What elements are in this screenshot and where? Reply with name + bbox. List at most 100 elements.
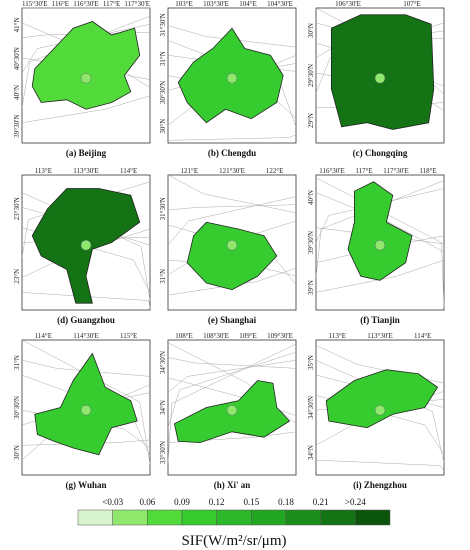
district-boundary: [167, 174, 297, 214]
longitude-label: 113°30'E: [73, 167, 99, 175]
longitude-label: 117°30'E: [383, 167, 409, 175]
longitude-label: 115°30'E: [22, 0, 48, 8]
latitude-label: 31°N: [13, 355, 21, 370]
district-boundary: [21, 23, 151, 73]
latitude-label: 31°N: [159, 269, 167, 284]
district-boundary: [21, 95, 151, 123]
urban-core: [80, 239, 92, 251]
district-boundary: [21, 439, 151, 446]
panel-caption: (g) Wuhan: [66, 480, 107, 490]
longitude-label: 113°E: [35, 167, 52, 175]
longitude-label: 114°E: [120, 167, 137, 175]
legend-label: 0.06: [139, 497, 155, 507]
district-boundary: [315, 188, 445, 243]
legend-swatch: [251, 509, 287, 526]
legend-label: <0.03: [102, 497, 123, 507]
urban-core: [226, 239, 238, 251]
urban-core: [374, 72, 386, 84]
latitude-label: 31°30'N: [159, 197, 167, 220]
latitude-label: 30°30'N: [13, 396, 21, 419]
city-sif-area: [330, 14, 435, 130]
legend-swatch: [216, 509, 252, 526]
longitude-label: 103°30'E: [203, 0, 229, 8]
latitude-label: 39°30'N: [13, 115, 21, 138]
city-sif-area: [34, 352, 138, 456]
latitude-label: 39°30'N: [307, 231, 315, 254]
district-boundary: [315, 360, 445, 463]
latitude-label: 35°N: [307, 355, 315, 370]
longitude-label: 121°E: [181, 167, 199, 175]
district-boundary: [315, 259, 445, 293]
panel-caption: (i) Zhengzhou: [353, 480, 407, 490]
latitude-label: 40°N: [13, 85, 21, 100]
latitude-label: 40°N: [307, 190, 315, 205]
longitude-label: 113°30'E: [367, 332, 393, 340]
urban-core: [374, 239, 386, 251]
longitude-label: 116°30'E: [319, 167, 345, 175]
district-boundary: [21, 32, 151, 38]
latitude-label: 23°30'N: [13, 197, 21, 220]
longitude-label: 118°E: [419, 167, 436, 175]
legend-swatch: [320, 509, 356, 526]
legend-title: SIF(W/m²/sr/μm): [181, 533, 286, 549]
latitude-label: 34°N: [307, 445, 315, 460]
latitude-label: 34°N: [159, 400, 167, 415]
urban-core: [226, 72, 238, 84]
latitude-label: 31°30'N: [159, 13, 167, 36]
panel-caption: (e) Shanghai: [208, 315, 257, 325]
panel-caption: (c) Chongqing: [353, 148, 408, 158]
district-boundary: [315, 180, 445, 278]
district-boundary: [315, 459, 445, 472]
longitude-label: 117°30'E: [124, 0, 150, 8]
legend-swatch: [181, 509, 217, 526]
latitude-label: 34°30'N: [307, 396, 315, 419]
district-boundary: [315, 192, 445, 253]
district-boundary: [21, 360, 151, 377]
latitude-label: 30°N: [307, 23, 315, 38]
latitude-label: 29°30'N: [307, 64, 315, 87]
longitude-label: 109°E: [239, 332, 257, 340]
longitude-label: 122°E: [266, 167, 284, 175]
district-boundary: [167, 357, 297, 369]
longitude-label: 115°E: [120, 332, 137, 340]
city-sif-area: [325, 369, 439, 429]
legend-swatch: [112, 509, 148, 526]
latitude-label: 30°N: [13, 445, 21, 460]
longitude-label: 116°E: [52, 0, 69, 8]
latitude-label: 33°30'N: [159, 441, 167, 464]
panel-caption: (a) Beijing: [66, 148, 107, 158]
longitude-label: 117°E: [103, 0, 120, 8]
latitude-label: 39°N: [307, 280, 315, 295]
district-boundary: [167, 204, 297, 211]
district-boundary: [21, 15, 151, 108]
longitude-label: 104°E: [239, 0, 257, 8]
district-boundary: [167, 360, 297, 393]
urban-core: [80, 72, 92, 84]
legend-label: >0.24: [345, 497, 366, 507]
longitude-label: 114°E: [414, 332, 431, 340]
longitude-label: 121°30'E: [219, 167, 245, 175]
longitude-label: 109°30'E: [267, 332, 293, 340]
panel-caption: (b) Chengdu: [208, 148, 256, 158]
urban-core: [80, 405, 92, 416]
district-boundary: [167, 343, 297, 463]
urban-core: [226, 405, 238, 416]
latitude-label: 30°30'N: [159, 81, 167, 104]
district-boundary: [167, 196, 297, 246]
city-sif-area: [186, 221, 278, 291]
legend-label: 0.15: [243, 497, 259, 507]
longitude-label: 108°E: [175, 332, 193, 340]
legend-label: 0.21: [313, 497, 329, 507]
district-boundary: [21, 292, 151, 309]
urban-core: [374, 405, 386, 416]
longitude-label: 108°30'E: [203, 332, 229, 340]
longitude-label: 114°30'E: [73, 332, 99, 340]
latitude-label: 29°N: [307, 113, 315, 128]
city-sif-area: [347, 181, 413, 281]
district-boundary: [167, 351, 297, 428]
city-sif-area: [31, 21, 141, 110]
district-boundary: [167, 25, 297, 48]
legend-label: 0.09: [174, 497, 190, 507]
longitude-label: 107°E: [403, 0, 421, 8]
